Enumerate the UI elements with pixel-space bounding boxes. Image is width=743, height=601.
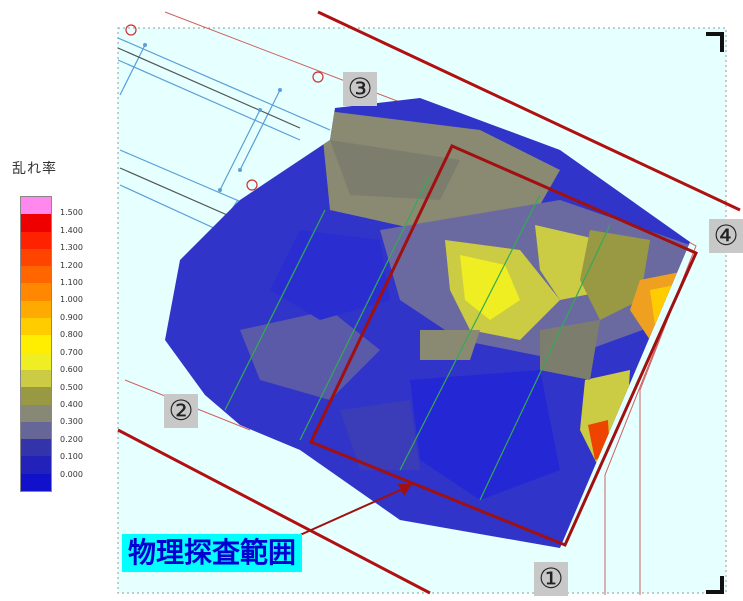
legend-swatch [21, 404, 51, 422]
legend-label: 0.000 [60, 469, 83, 479]
legend-label: 1.000 [60, 295, 83, 305]
legend-label: 0.800 [60, 330, 83, 340]
legend-label: 0.500 [60, 382, 83, 392]
legend-label: 1.500 [60, 208, 83, 218]
legend-swatch [21, 473, 51, 492]
legend-swatch [21, 387, 51, 405]
legend-swatch [21, 421, 51, 440]
road-boundaries [117, 10, 741, 595]
legend-label: 0.400 [60, 399, 83, 409]
legend-swatch [21, 352, 51, 370]
legend-label: 1.400 [60, 225, 83, 235]
marker-2: ② [164, 394, 198, 428]
legend-label: 0.900 [60, 312, 83, 322]
legend-label: 1.200 [60, 260, 83, 270]
legend-swatch [21, 369, 51, 388]
legend-label: 1.100 [60, 278, 83, 288]
legend-swatch [21, 300, 51, 319]
survey-area-label: 物理探査範囲 [122, 534, 303, 572]
legend-swatch [21, 335, 51, 353]
legend-label: 0.600 [60, 365, 83, 375]
legend-label: 0.100 [60, 452, 83, 462]
legend-swatch [21, 318, 51, 336]
marker-4: ④ [709, 219, 743, 253]
legend-label: 1.300 [60, 243, 83, 253]
marker-3: ③ [343, 72, 377, 106]
legend-title: 乱れ率 [12, 160, 57, 176]
legend-swatch [21, 456, 51, 474]
legend-swatch [21, 266, 51, 284]
legend-label: 0.300 [60, 417, 83, 427]
legend-swatch [21, 283, 51, 301]
color-legend [20, 196, 52, 492]
legend-label: 0.700 [60, 347, 83, 357]
legend-swatch [21, 214, 51, 232]
legend-swatch [21, 439, 51, 457]
survey-transects [224, 174, 611, 501]
corner-bracket-top [706, 32, 724, 52]
corner-bracket-bottom [706, 576, 724, 594]
legend-swatch [21, 248, 51, 267]
legend-swatch [21, 197, 51, 215]
legend-swatch [21, 231, 51, 249]
map-frame [117, 27, 727, 594]
pointer-arrow [299, 484, 412, 536]
survey-area-boundary [308, 144, 698, 547]
marker-1: ① [534, 562, 568, 596]
legend-label: 0.200 [60, 434, 83, 444]
